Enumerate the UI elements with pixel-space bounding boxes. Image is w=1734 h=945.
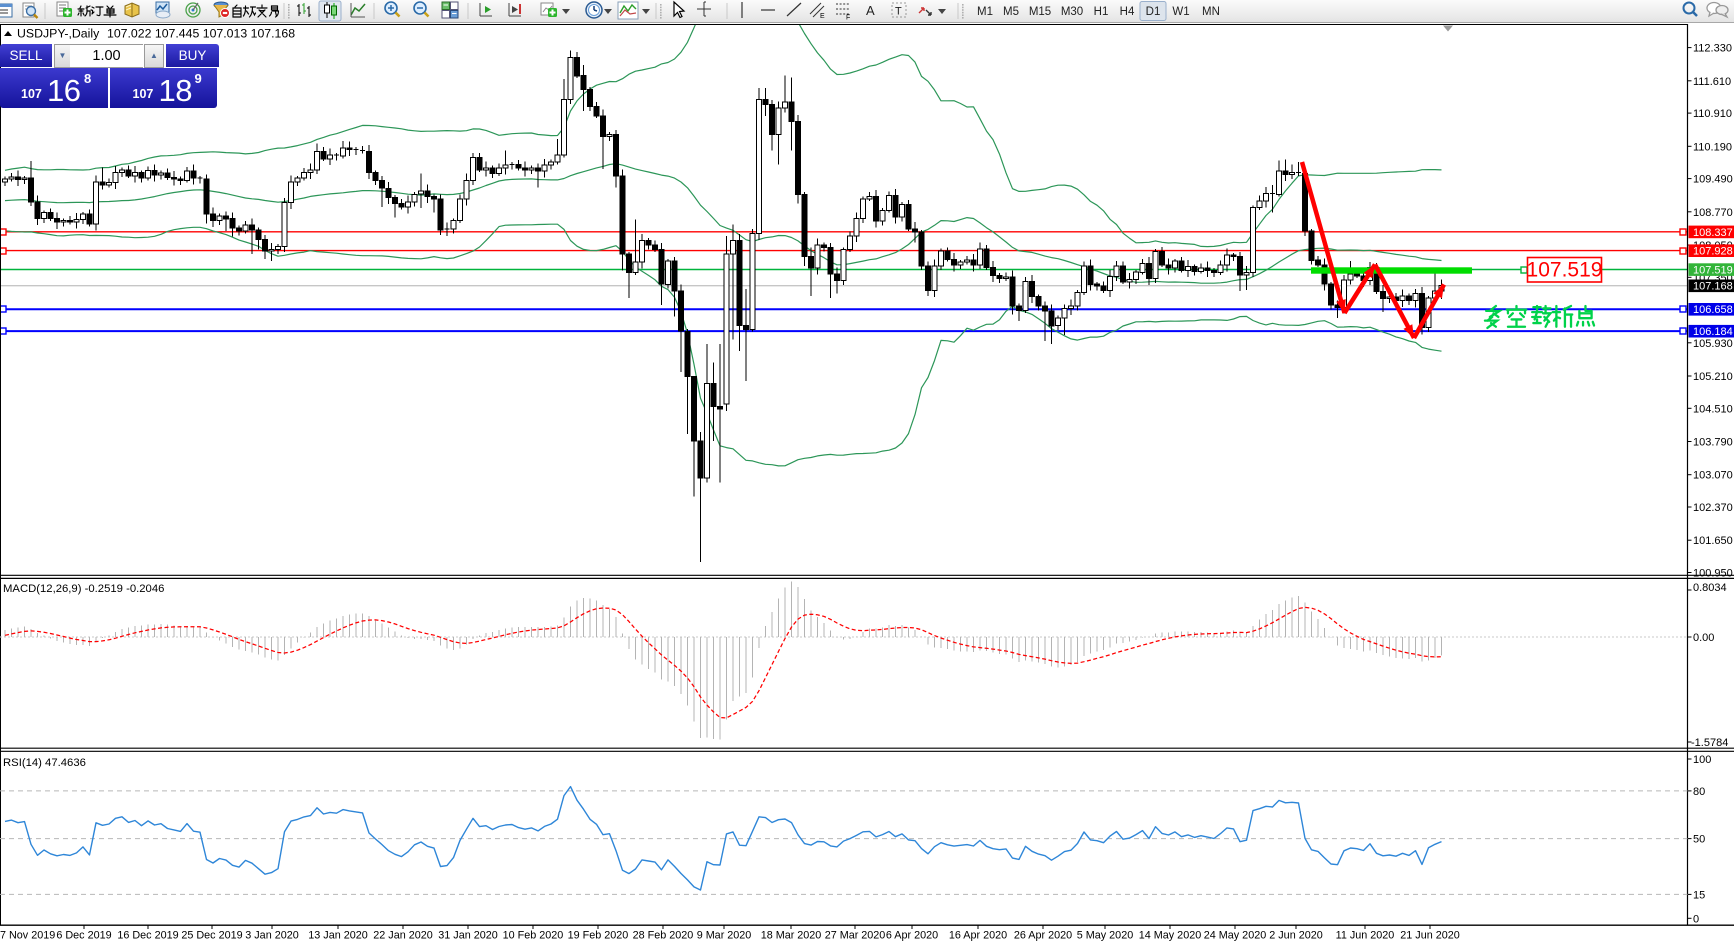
svg-text:T: T (895, 6, 902, 18)
svg-text:112.330: 112.330 (1693, 43, 1732, 55)
svg-text:RSI(14) 47.4636: RSI(14) 47.4636 (3, 757, 86, 769)
svg-text:107.022 107.445 107.013 107.16: 107.022 107.445 107.013 107.168 (107, 27, 295, 41)
svg-text:24 May 2020: 24 May 2020 (1204, 930, 1266, 942)
svg-text:F: F (846, 15, 850, 22)
svg-text:0: 0 (1693, 913, 1699, 925)
svg-text:25 Dec 2019: 25 Dec 2019 (181, 930, 242, 942)
svg-text:104.510: 104.510 (1693, 403, 1733, 415)
svg-text:E: E (820, 13, 825, 20)
svg-text:80: 80 (1693, 786, 1705, 798)
svg-text:106.658: 106.658 (1693, 304, 1733, 316)
svg-text:A: A (866, 3, 875, 18)
svg-text:108.770: 108.770 (1693, 207, 1733, 219)
svg-text:28 Feb 2020: 28 Feb 2020 (633, 930, 694, 942)
svg-text:13 Jan 2020: 13 Jan 2020 (308, 930, 367, 942)
svg-text:101.650: 101.650 (1693, 535, 1733, 547)
svg-text:0.00: 0.00 (1693, 632, 1714, 644)
svg-text:3 Jan 2020: 3 Jan 2020 (245, 930, 298, 942)
svg-text:5 May 2020: 5 May 2020 (1077, 930, 1133, 942)
svg-text:H1: H1 (1094, 6, 1109, 18)
svg-text:7 Nov 2019: 7 Nov 2019 (0, 930, 55, 942)
svg-text:USDJPY-,Daily: USDJPY-,Daily (17, 27, 100, 41)
svg-text:6 Dec 2019: 6 Dec 2019 (56, 930, 111, 942)
svg-text:9 Mar 2020: 9 Mar 2020 (697, 930, 752, 942)
svg-text:31 Jan 2020: 31 Jan 2020 (438, 930, 497, 942)
svg-text:26 Apr 2020: 26 Apr 2020 (1014, 930, 1072, 942)
svg-text:107.519: 107.519 (1693, 265, 1733, 277)
svg-text:0.8034: 0.8034 (1693, 582, 1727, 594)
svg-text:50: 50 (1693, 834, 1705, 846)
svg-text:105.930: 105.930 (1693, 338, 1733, 350)
svg-text:M15: M15 (1029, 6, 1051, 18)
svg-text:M30: M30 (1061, 6, 1083, 18)
svg-text:108.337: 108.337 (1693, 227, 1733, 239)
svg-text:D1: D1 (1146, 6, 1161, 18)
svg-text:27 Mar 2020: 27 Mar 2020 (825, 930, 886, 942)
svg-text:16 Apr 2020: 16 Apr 2020 (949, 930, 1007, 942)
svg-text:M1: M1 (977, 6, 993, 18)
svg-text:16 Dec 2019: 16 Dec 2019 (117, 930, 178, 942)
svg-text:110.190: 110.190 (1693, 141, 1732, 153)
svg-text:109.490: 109.490 (1693, 174, 1733, 186)
svg-text:106.184: 106.184 (1693, 326, 1733, 338)
svg-text:22 Jan 2020: 22 Jan 2020 (373, 930, 432, 942)
svg-text:2 Jun 2020: 2 Jun 2020 (1269, 930, 1322, 942)
svg-text:18 Mar 2020: 18 Mar 2020 (761, 930, 822, 942)
svg-text:102.370: 102.370 (1693, 502, 1733, 514)
svg-text:M5: M5 (1003, 6, 1019, 18)
svg-text:MN: MN (1202, 6, 1220, 18)
svg-text:103.790: 103.790 (1693, 437, 1733, 449)
svg-text:11 Jun 2020: 11 Jun 2020 (1336, 930, 1395, 942)
svg-text:103.070: 103.070 (1693, 470, 1733, 482)
svg-text:H4: H4 (1120, 6, 1135, 18)
svg-text:107.168: 107.168 (1693, 281, 1733, 293)
svg-text:19 Feb 2020: 19 Feb 2020 (568, 930, 629, 942)
svg-text:111.610: 111.610 (1693, 76, 1731, 88)
svg-text:107.519: 107.519 (1527, 259, 1603, 282)
svg-text:21 Jun 2020: 21 Jun 2020 (1400, 930, 1459, 942)
svg-text:MACD(12,26,9) -0.2519 -0.2046: MACD(12,26,9) -0.2519 -0.2046 (3, 583, 164, 595)
svg-text:100: 100 (1693, 754, 1711, 766)
svg-text:10 Feb 2020: 10 Feb 2020 (503, 930, 564, 942)
svg-text:107.928: 107.928 (1693, 246, 1733, 258)
svg-text:-1.5784: -1.5784 (1691, 737, 1728, 749)
svg-text:W1: W1 (1172, 6, 1189, 18)
svg-text:15: 15 (1693, 889, 1705, 901)
svg-text:14 May 2020: 14 May 2020 (1139, 930, 1201, 942)
svg-text:105.210: 105.210 (1693, 371, 1733, 383)
svg-text:6 Apr 2020: 6 Apr 2020 (886, 930, 938, 942)
svg-text:110.910: 110.910 (1693, 108, 1732, 120)
svg-text:100.950: 100.950 (1693, 568, 1733, 580)
